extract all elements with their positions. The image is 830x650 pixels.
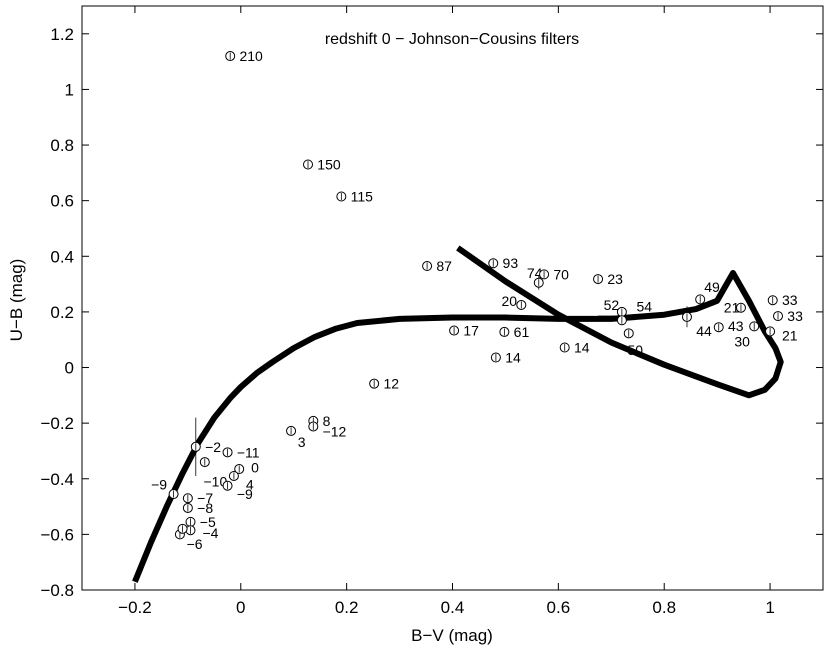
model-track-line [132, 245, 784, 583]
point-label: 61 [514, 324, 530, 340]
point-label: −11 [237, 444, 260, 460]
y-tick-label: −0.2 [40, 414, 74, 433]
y-tick-label: 1.2 [50, 25, 74, 44]
point-label: 17 [463, 323, 479, 339]
point-label: 3 [298, 434, 306, 450]
y-tick-label: −0.8 [40, 581, 74, 600]
x-tick-label: 0.4 [441, 598, 465, 617]
point-label: −4 [202, 525, 218, 541]
point-label: 0 [251, 460, 259, 476]
point-label: 33 [787, 308, 803, 324]
point-label: 20 [501, 293, 517, 309]
x-tick-label: 0 [236, 598, 245, 617]
point-label: 30 [734, 334, 750, 350]
point-label: −12 [323, 423, 347, 439]
point-label: 33 [782, 292, 798, 308]
point-label: −9 [237, 486, 253, 502]
point-label: 54 [636, 298, 652, 314]
x-tick-label: 0.6 [547, 598, 571, 617]
y-axis: −0.8 −0.6 −0.4 −0.2 0 0.2 0.4 0.6 0.8 1 1.2 [40, 25, 823, 600]
point-label: 52 [604, 297, 620, 313]
point-label: 49 [704, 279, 720, 295]
point-label: −10 [204, 474, 228, 490]
point-label: 93 [503, 255, 519, 271]
x-tick-label: 0.8 [652, 598, 676, 617]
point-label: 14 [574, 340, 590, 356]
point-label: −2 [205, 439, 221, 455]
point-label: 70 [553, 266, 569, 282]
point-label: 74 [527, 265, 543, 281]
point-label: 12 [383, 376, 399, 392]
y-tick-label: 0.4 [50, 247, 74, 266]
plot-frame [81, 5, 824, 591]
point-label: 4 [246, 476, 254, 492]
point-label: 14 [505, 350, 521, 366]
point-label: 8 [323, 413, 331, 429]
point-label: 21 [782, 328, 798, 344]
point-label: 50 [627, 342, 643, 358]
point-label: −9 [151, 476, 167, 492]
y-tick-label: −0.6 [40, 525, 74, 544]
x-tick-label: −0.2 [118, 598, 152, 617]
x-axis-title: B−V (mag) [411, 626, 493, 645]
y-tick-label: 0.2 [50, 303, 74, 322]
point-label: −8 [197, 500, 213, 516]
point-label: −6 [187, 536, 203, 552]
point-label: 44 [696, 323, 712, 339]
point-label: 210 [239, 48, 263, 64]
point-label: 23 [607, 271, 623, 287]
x-tick-label: 1 [765, 598, 774, 617]
y-tick-label: 0.6 [50, 192, 74, 211]
y-tick-label: 0.8 [50, 136, 74, 155]
point-label: 43 [728, 318, 744, 334]
y-tick-label: 1 [65, 80, 74, 99]
chart-title: redshift 0 − Johnson−Cousins filters [325, 31, 579, 48]
model-curve-layer [132, 245, 784, 583]
x-tick-label: 0.2 [335, 598, 359, 617]
point-label: 87 [436, 258, 452, 274]
point-label: −5 [200, 514, 216, 530]
x-axis: −0.2 0 0.2 0.4 0.6 0.8 1 [118, 6, 775, 617]
point-label: 21 [724, 300, 740, 316]
point-label: −7 [197, 490, 213, 506]
y-axis-title: U−B (mag) [7, 259, 26, 342]
point-label: 115 [351, 188, 374, 204]
y-tick-label: −0.4 [40, 470, 74, 489]
point-label: 150 [317, 157, 341, 173]
y-tick-label: 0 [65, 359, 74, 378]
